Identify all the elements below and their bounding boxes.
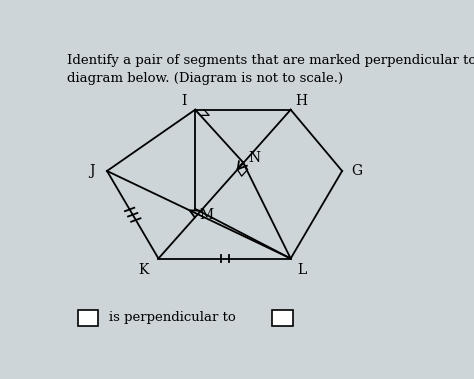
Text: L: L: [297, 263, 306, 277]
Text: M: M: [199, 208, 213, 222]
Text: I: I: [182, 94, 187, 108]
FancyBboxPatch shape: [272, 310, 292, 326]
Text: Identify a pair of segments that are marked perpendicular to each other on the: Identify a pair of segments that are mar…: [66, 54, 474, 67]
Text: G: G: [351, 164, 362, 178]
Text: diagram below. (Diagram is not to scale.): diagram below. (Diagram is not to scale.…: [66, 72, 343, 85]
Text: is perpendicular to: is perpendicular to: [109, 311, 236, 324]
Text: K: K: [138, 263, 149, 277]
FancyBboxPatch shape: [78, 310, 98, 326]
Text: H: H: [296, 94, 308, 108]
Text: N: N: [248, 151, 260, 165]
Text: J: J: [90, 164, 95, 178]
